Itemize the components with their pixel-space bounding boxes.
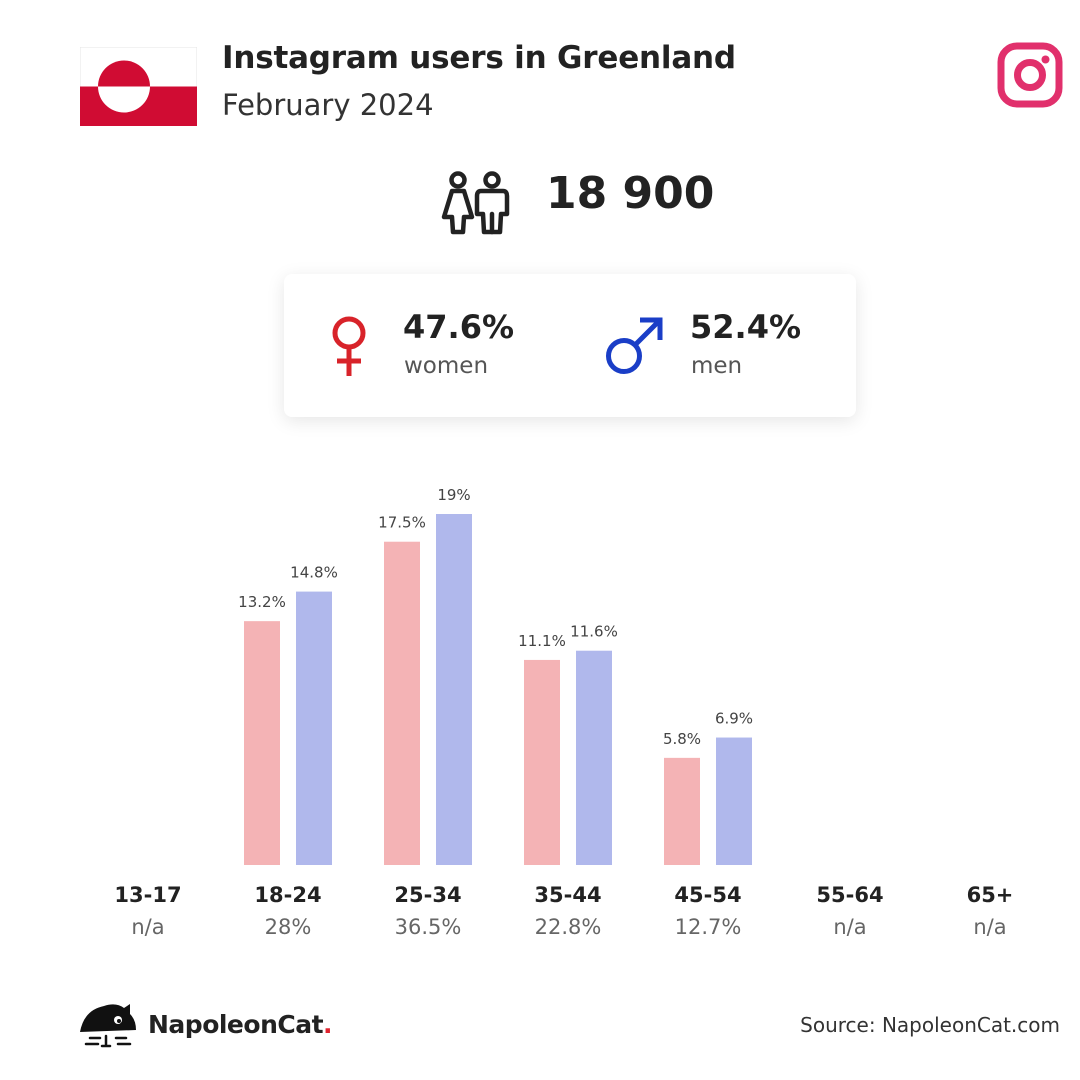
- age-group-share: n/a: [973, 915, 1007, 939]
- age-group-share: 12.7%: [674, 915, 742, 939]
- men-percentage: 52.4%: [690, 308, 802, 346]
- bar-women-35-44: [524, 659, 560, 865]
- bar-men-35-44: [576, 650, 612, 865]
- tick-label: 13-17: [114, 883, 182, 907]
- data-label-men-25-34: 19%: [437, 486, 470, 504]
- bar-men-45-54: [716, 737, 752, 865]
- bar-women-25-34: [384, 541, 420, 865]
- women-label: women: [404, 353, 489, 379]
- bar-men-25-34: [436, 514, 472, 865]
- data-label-women-18-24: 13.2%: [238, 593, 286, 611]
- data-label-men-45-54: 6.9%: [715, 710, 753, 728]
- people-icon: [441, 171, 510, 235]
- men-label: men: [691, 353, 743, 379]
- brand-dot: .: [323, 1010, 333, 1039]
- age-group-share: 36.5%: [394, 915, 462, 939]
- data-label-women-45-54: 5.8%: [663, 730, 701, 748]
- chart-title: Instagram users in Greenland: [222, 40, 736, 76]
- age-group-share: 28%: [264, 915, 312, 939]
- chart-subtitle: February 2024: [222, 88, 434, 122]
- age-group-18-24: 18-24 28%: [233, 883, 343, 939]
- age-bar-chart: 13.2%14.8% 17.5% 19% 11.1%11.6% 5.8% 6.9%: [238, 486, 753, 865]
- brand-name: NapoleonCat: [148, 1010, 324, 1039]
- data-label-men-18-24: 14.8%: [290, 564, 338, 582]
- age-group-13-17: 13-17 n/a: [93, 883, 203, 939]
- total-users-value: 18 900: [546, 168, 715, 219]
- tick-label: 25-34: [394, 883, 462, 907]
- age-group-55-64: 55-64 n/a: [795, 883, 905, 939]
- napoleoncat-logo-icon: [80, 1004, 136, 1048]
- age-group-share: n/a: [131, 915, 165, 939]
- tick-label: 65+: [966, 883, 1014, 907]
- bar-women-45-54: [664, 757, 700, 865]
- age-group-share: n/a: [833, 915, 867, 939]
- tick-label: 18-24: [254, 883, 322, 907]
- data-label-men-35-44: 11.6%: [570, 623, 618, 641]
- data-label-women-25-34: 17.5%: [378, 514, 426, 532]
- tick-label: 55-64: [816, 883, 884, 907]
- women-percentage: 47.6%: [403, 308, 515, 346]
- age-group-65+: 65+ n/a: [935, 883, 1045, 939]
- source-note: Source: NapoleonCat.com: [800, 1013, 1060, 1037]
- age-group-45-54: 45-54 12.7%: [653, 883, 763, 939]
- greenland-flag-icon: [80, 47, 197, 126]
- male-symbol-icon: [606, 317, 663, 374]
- napoleoncat-brand: NapoleonCat.: [148, 1010, 333, 1039]
- bar-women-18-24: [244, 621, 280, 865]
- tick-label: 45-54: [674, 883, 742, 907]
- instagram-icon: [997, 42, 1063, 108]
- age-group-35-44: 35-44 22.8%: [513, 883, 623, 939]
- female-symbol-icon: [332, 316, 366, 376]
- bar-men-18-24: [296, 591, 332, 865]
- tick-label: 35-44: [534, 883, 602, 907]
- gender-split-card: [284, 274, 856, 417]
- age-group-share: 22.8%: [534, 915, 602, 939]
- data-label-women-35-44: 11.1%: [518, 632, 566, 650]
- age-group-25-34: 25-34 36.5%: [373, 883, 483, 939]
